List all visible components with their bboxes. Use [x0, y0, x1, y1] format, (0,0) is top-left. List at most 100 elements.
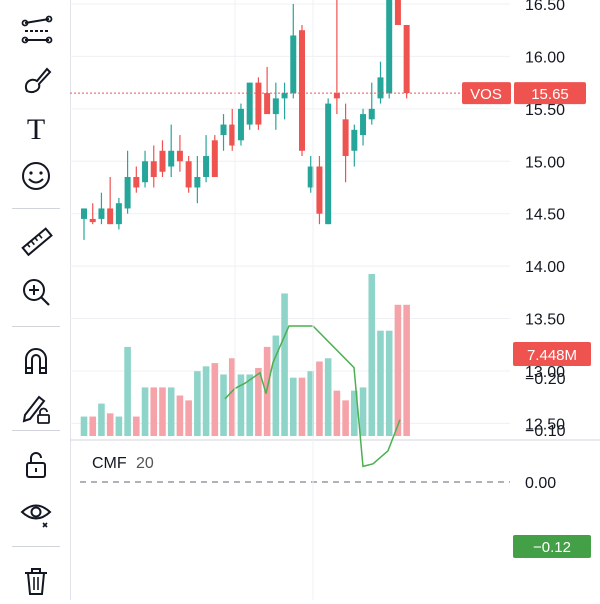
drawing-toolbar: T	[0, 0, 71, 600]
volume-value: 7.448M	[527, 347, 577, 364]
toolbar-separator	[12, 208, 60, 209]
price-tick: 15.50	[525, 102, 565, 119]
toolbar-separator	[12, 430, 60, 431]
price-tick: 16.00	[525, 49, 565, 66]
lock-icon	[26, 452, 46, 478]
symbol-price-label[interactable]: VOS 15.65	[462, 82, 586, 105]
candle-body	[386, 0, 393, 94]
volume-bar	[307, 371, 315, 436]
volume-bar	[89, 416, 97, 436]
toolbar-separator	[12, 546, 60, 547]
candle-body	[246, 82, 253, 125]
price-tick: 12.50	[525, 416, 565, 433]
ruler-tool-button[interactable]	[12, 218, 60, 266]
trash-tool-button[interactable]	[12, 556, 60, 604]
candle-body	[351, 129, 358, 151]
volume-bar	[185, 400, 192, 436]
magnet-icon	[25, 348, 47, 374]
text-icon: T	[27, 113, 45, 145]
lock-drawing-icon	[22, 395, 50, 424]
candle-body	[159, 150, 166, 172]
trend-line-tool-button[interactable]	[12, 6, 60, 54]
candle-body	[142, 161, 149, 183]
volume-bar	[246, 374, 253, 436]
candle-body	[360, 114, 367, 136]
volume-bar	[272, 335, 280, 436]
text-tool-button[interactable]: T	[12, 104, 60, 152]
candle-body	[307, 166, 314, 188]
price-tick: 16.50	[525, 0, 565, 14]
lock-tool-button[interactable]	[12, 440, 60, 488]
emoji-tool-button[interactable]	[12, 152, 60, 200]
brush-tool-button[interactable]	[12, 56, 60, 104]
volume-bar	[281, 293, 288, 436]
toolbar-separator	[12, 326, 60, 327]
candle-body	[333, 93, 340, 99]
volume-bar	[368, 274, 376, 436]
volume-bar	[194, 371, 201, 436]
trend-line-icon	[21, 15, 53, 44]
volume-label: 7.448M	[513, 342, 591, 366]
volume-bar	[377, 330, 384, 436]
volume-bar	[385, 330, 393, 436]
brush-icon	[25, 67, 52, 94]
volume-bar	[228, 358, 236, 436]
candle-body	[272, 98, 279, 115]
svg-text:T: T	[27, 113, 45, 145]
cmf-legend[interactable]: CMF 20	[92, 455, 154, 472]
price-axis: 16.50 16.00 15.50 15.00 14.50 14.00 13.50 13.00…	[525, 0, 565, 433]
candle-body	[299, 30, 305, 151]
grid-lines	[70, 3, 510, 424]
candle-body	[342, 119, 349, 157]
candle-body	[377, 77, 384, 99]
candle-body	[394, 0, 401, 25]
candle-body	[203, 156, 210, 177]
volume-bar	[80, 416, 88, 436]
price-tick: 13.00	[525, 364, 565, 381]
magnet-tool-button[interactable]	[12, 336, 60, 384]
cmf-value: −0.12	[533, 539, 571, 556]
volume-bar	[237, 374, 245, 436]
price-tick: 14.50	[525, 207, 565, 224]
volume-bar	[202, 366, 210, 436]
cmf-title: CMF	[92, 455, 127, 472]
ruler-icon	[21, 227, 53, 257]
cmf-value-label: −0.12	[513, 535, 591, 558]
lock-drawing-tool-button[interactable]	[12, 384, 60, 432]
volume-bar	[255, 367, 262, 436]
candle-body	[133, 176, 140, 188]
candle-body	[255, 82, 262, 125]
candle-body	[316, 166, 323, 214]
cmf-line	[224, 325, 401, 468]
volume-bar	[159, 387, 166, 436]
x-axis-gridlines	[234, 0, 314, 600]
volume-bar	[124, 346, 131, 436]
candle-body	[194, 176, 201, 188]
volume-bar	[351, 390, 358, 436]
volume-bar	[298, 377, 306, 436]
volume-bar	[403, 304, 410, 436]
volume-bar	[316, 361, 323, 436]
candle-body	[403, 24, 410, 94]
cmf-axis: 0.00 −0.10 −0.20	[525, 371, 566, 492]
volume-bar	[342, 400, 349, 436]
candle-body	[124, 176, 131, 209]
volume-bar	[289, 377, 297, 436]
symbol-text: VOS	[470, 86, 502, 103]
emoji-icon	[22, 162, 50, 190]
candle-body	[229, 124, 236, 146]
candle-body	[98, 208, 105, 219]
cmf-tick: 0.00	[525, 475, 556, 492]
price-chart[interactable]: 16.50 16.00 15.50 15.00 14.50 14.00 13.50 13.00…	[70, 0, 600, 600]
candle-body	[176, 150, 183, 162]
volume-bar	[394, 304, 402, 436]
volume-bar	[324, 358, 332, 436]
zoom-in-tool-button[interactable]	[12, 268, 60, 316]
volume-bar	[167, 387, 175, 436]
candle-body	[264, 93, 271, 115]
trash-icon	[25, 568, 47, 595]
candle-body	[168, 150, 175, 167]
volume-bar	[176, 395, 184, 436]
eye-tool-button[interactable]	[12, 488, 60, 536]
eye-icon	[20, 504, 52, 528]
